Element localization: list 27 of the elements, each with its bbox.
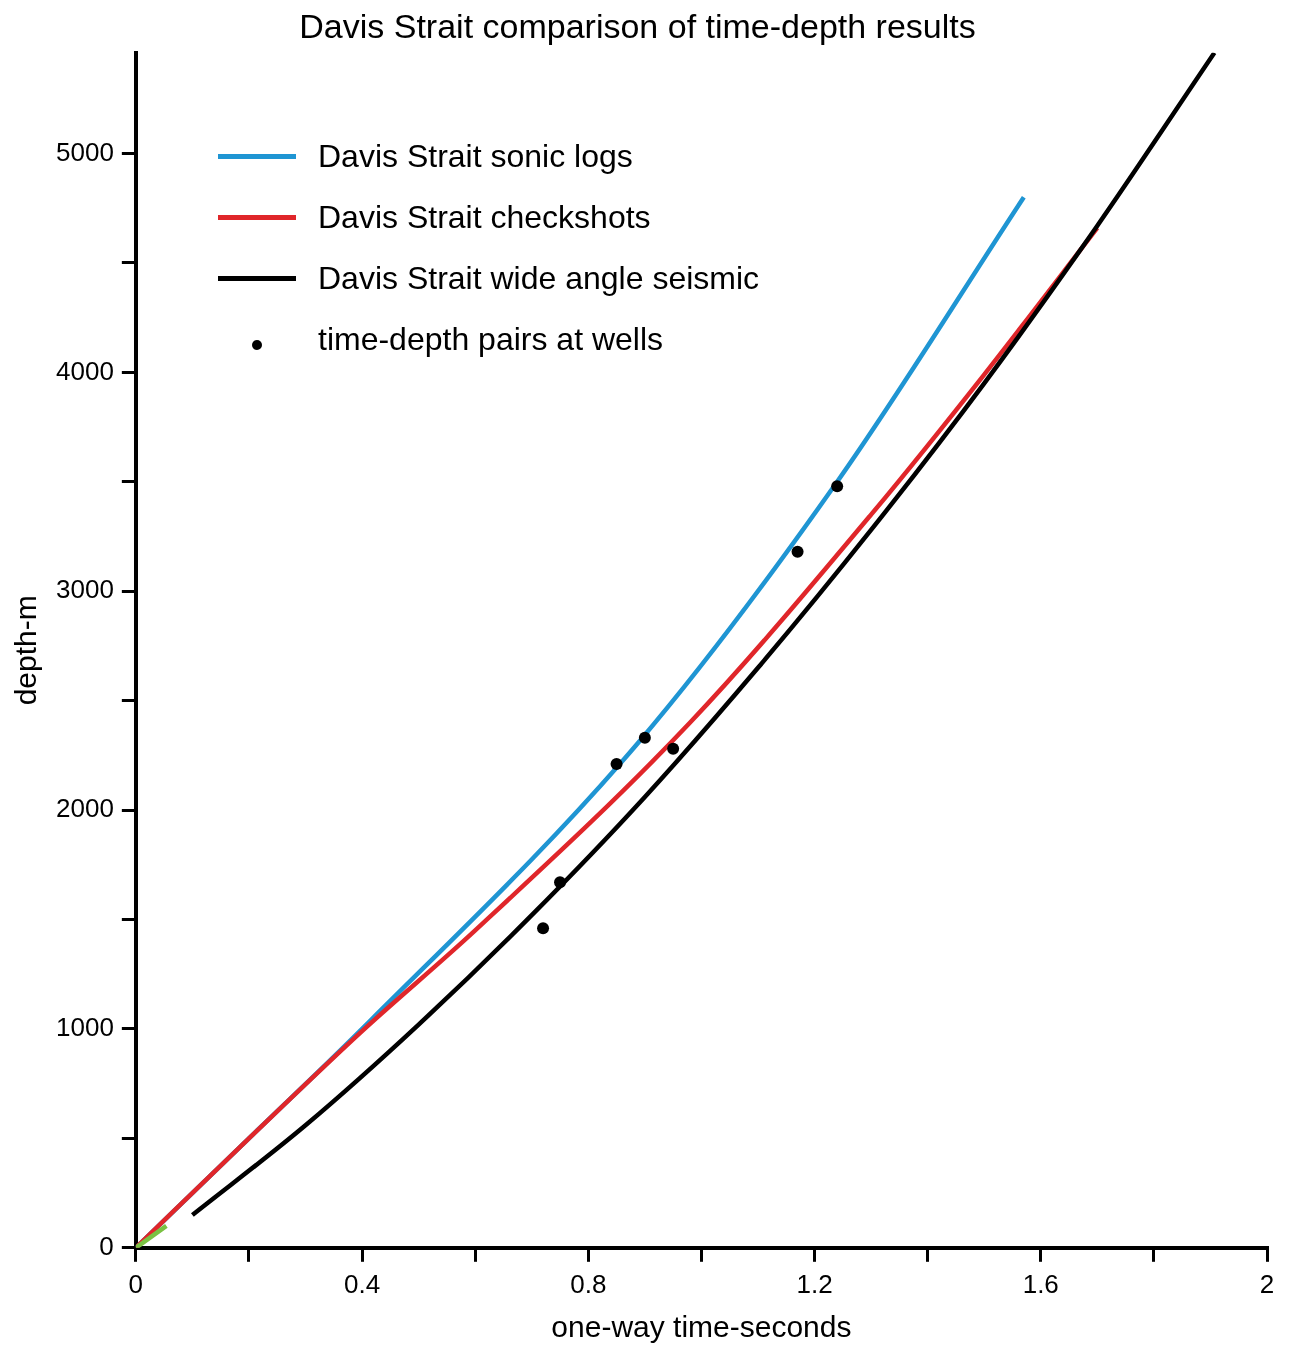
point bbox=[667, 742, 680, 755]
point bbox=[831, 480, 844, 493]
y-tick-label: 2000 bbox=[56, 793, 114, 824]
point bbox=[554, 876, 567, 889]
legend-label: Davis Strait wide angle seismic bbox=[318, 260, 760, 297]
point bbox=[610, 758, 623, 771]
legend-label: Davis Strait sonic logs bbox=[318, 138, 633, 175]
y-tick-label: 1000 bbox=[56, 1012, 114, 1043]
x-tick-label: 1.6 bbox=[1022, 1268, 1059, 1299]
y-tick-label: 5000 bbox=[56, 136, 114, 167]
x-tick-label: 1.2 bbox=[796, 1268, 833, 1299]
legend-label: time-depth pairs at wells bbox=[318, 321, 664, 358]
x-tick-label: 2 bbox=[1259, 1268, 1275, 1299]
x-tick-label: 0.8 bbox=[570, 1268, 607, 1299]
y-tick-label: 0 bbox=[99, 1230, 114, 1261]
x-tick-label: 0.4 bbox=[343, 1268, 381, 1299]
y-axis-title: depth-m bbox=[9, 595, 43, 706]
point bbox=[791, 545, 804, 558]
x-tick-label: 0 bbox=[128, 1268, 144, 1299]
chart-title: Davis Strait comparison of time-depth results bbox=[299, 6, 976, 45]
point bbox=[537, 922, 550, 935]
y-tick-label: 4000 bbox=[56, 355, 114, 386]
y-tick-label: 3000 bbox=[56, 574, 114, 605]
line-series bbox=[190, 52, 1217, 1218]
point bbox=[638, 731, 651, 744]
legend-label: Davis Strait checkshots bbox=[318, 199, 651, 236]
x-axis-title: one-way time-seconds bbox=[551, 1310, 852, 1344]
